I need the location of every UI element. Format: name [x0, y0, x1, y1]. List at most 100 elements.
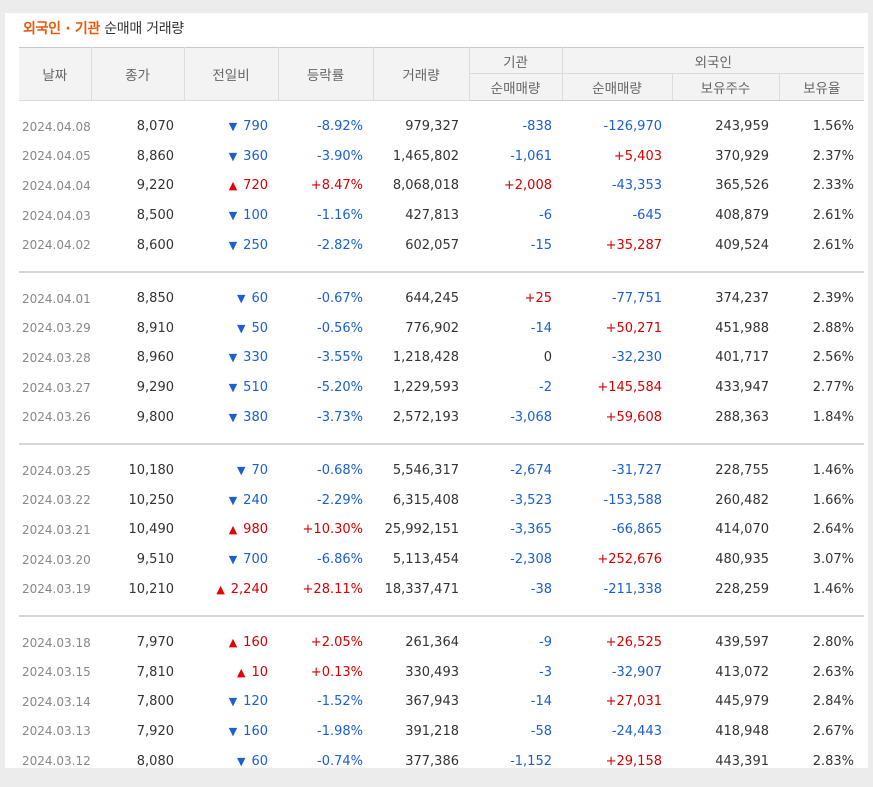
panel-title-rest: 순매매 거래량 — [100, 21, 184, 37]
close-cell: 8,910 — [136, 320, 174, 336]
volume-cell: 427,813 — [405, 208, 459, 224]
ratio-cell: 2.63% — [812, 664, 855, 680]
date-cell: 2024.04.08 — [22, 119, 91, 134]
ratio-cell: 2.84% — [812, 694, 855, 710]
header-ratio: 보유율 — [778, 73, 865, 101]
change-value: 60 — [251, 753, 268, 769]
rate-cell: -0.74% — [317, 753, 363, 769]
table-header: 날짜 종가 전일비 등락률 거래량 기관 외국인 순매매량 순매매량 보유주수 … — [19, 47, 865, 101]
close-cell: 9,220 — [136, 178, 174, 194]
spacer-cell — [19, 444, 864, 456]
change-value: 380 — [243, 409, 268, 425]
volume-cell: 367,943 — [405, 694, 459, 710]
table-row: 2024.03.14 7,800 ▼ 120 -1.52% 367,943 -14 +27,0… — [19, 687, 864, 717]
inst-net-cell: -838 — [522, 119, 552, 135]
rate-cell: +28.11% — [302, 581, 363, 597]
foreign-net-cell: +59,608 — [605, 409, 662, 425]
table-row: 2024.03.19 10,210 ▲ 2,240 +28.11% 18,337,471 -… — [19, 574, 864, 604]
date-cell: 2024.04.02 — [22, 238, 91, 253]
divider-cell — [19, 776, 864, 787]
close-cell: 8,070 — [136, 119, 174, 135]
ratio-cell: 2.61% — [812, 237, 855, 253]
change-value: 360 — [243, 148, 268, 164]
header-foreign-net: 순매매량 — [561, 73, 673, 101]
change-cell: ▼ 120 — [184, 687, 278, 717]
group-divider — [19, 431, 865, 445]
ratio-cell: 2.67% — [812, 723, 855, 739]
holdings-cell: 451,988 — [715, 320, 769, 336]
close-cell: 8,960 — [136, 350, 174, 366]
foreign-net-cell: -32,230 — [611, 350, 662, 366]
change-cell: ▼ 60 — [184, 284, 278, 314]
volume-cell: 1,465,802 — [392, 148, 459, 164]
triangle-up-icon: ▲ — [228, 179, 238, 193]
holdings-cell: 443,391 — [715, 753, 769, 769]
rate-cell: -0.67% — [317, 291, 363, 307]
group-divider — [19, 776, 864, 787]
inst-net-cell: -9 — [539, 635, 552, 651]
holdings-cell: 414,070 — [715, 522, 769, 538]
inst-net-cell: +25 — [524, 291, 552, 307]
holdings-cell: 228,755 — [715, 463, 769, 479]
volume-cell: 5,113,454 — [392, 552, 459, 568]
change-cell: ▲ 2,240 — [184, 574, 278, 604]
trading-table: 날짜 종가 전일비 등락률 거래량 기관 외국인 순매매량 순매매량 보유주수 … — [19, 47, 865, 787]
rate-cell: -0.56% — [317, 320, 363, 336]
foreign-net-cell: -32,907 — [611, 664, 662, 680]
triangle-up-icon: ▲ — [228, 636, 238, 650]
close-cell: 10,490 — [128, 522, 175, 538]
triangle-up-icon: ▲ — [236, 665, 246, 679]
volume-cell: 1,218,428 — [392, 350, 459, 366]
ratio-cell: 2.77% — [812, 380, 855, 396]
ratio-cell: 1.66% — [812, 492, 855, 508]
change-value: 50 — [251, 320, 268, 336]
change-cell: ▼ 360 — [184, 142, 278, 172]
header-institution: 기관 — [468, 47, 563, 74]
header-change: 전일비 — [183, 47, 279, 101]
volume-cell: 18,337,471 — [384, 581, 459, 597]
rate-cell: +2.05% — [310, 635, 363, 651]
holdings-cell: 418,948 — [715, 723, 769, 739]
ratio-cell: 2.33% — [812, 178, 855, 194]
change-cell: ▼ 700 — [184, 545, 278, 575]
holdings-cell: 409,524 — [715, 237, 769, 253]
change-value: 100 — [243, 208, 268, 224]
close-cell: 7,800 — [136, 694, 174, 710]
close-cell: 8,500 — [136, 208, 174, 224]
change-cell: ▲ 980 — [184, 515, 278, 545]
spacer-cell — [19, 272, 864, 284]
header-inst-net: 순매매량 — [468, 73, 563, 101]
table-row: 2024.03.20 9,510 ▼ 700 -6.86% 5,113,454 -2,308… — [19, 545, 864, 575]
table-row: 2024.03.27 9,290 ▼ 510 -5.20% 1,229,593 -2 +145… — [19, 373, 864, 403]
divider-cell — [19, 259, 865, 273]
foreign-net-cell: +252,676 — [597, 552, 662, 568]
table-row: 2024.03.18 7,970 ▲ 160 +2.05% 261,364 -9 +26,52… — [19, 628, 864, 658]
panel-title-accent: 외국인 · 기관 — [23, 21, 101, 37]
triangle-down-icon: ▼ — [236, 321, 246, 335]
date-cell: 2024.03.19 — [22, 582, 91, 597]
rate-cell: -1.16% — [317, 208, 363, 224]
foreign-net-cell: +27,031 — [605, 694, 662, 710]
change-value: 720 — [243, 178, 268, 194]
table-row: 2024.04.05 8,860 ▼ 360 -3.90% 1,465,802 -1,061… — [19, 142, 864, 172]
table-row: 2024.03.12 8,080 ▼ 60 -0.74% 377,386 -1,152 +29… — [19, 746, 864, 776]
inst-net-cell: -38 — [530, 581, 552, 597]
holdings-cell: 370,929 — [715, 148, 769, 164]
ratio-cell: 1.46% — [812, 463, 855, 479]
ratio-cell: 2.80% — [812, 635, 855, 651]
change-value: 60 — [251, 291, 268, 307]
rate-cell: -1.98% — [317, 723, 363, 739]
change-cell: ▼ 330 — [184, 343, 278, 373]
date-cell: 2024.03.12 — [22, 754, 91, 769]
date-cell: 2024.03.28 — [22, 350, 91, 365]
volume-cell: 644,245 — [405, 291, 459, 307]
change-cell: ▼ 250 — [184, 230, 278, 260]
holdings-cell: 374,237 — [715, 291, 769, 307]
foreign-net-cell: -77,751 — [611, 291, 662, 307]
group-divider — [19, 259, 865, 273]
rate-cell: -8.92% — [317, 119, 363, 135]
close-cell: 10,210 — [128, 581, 175, 597]
holdings-cell: 433,947 — [715, 380, 769, 396]
triangle-down-icon: ▼ — [228, 553, 238, 567]
foreign-net-cell: +145,584 — [597, 380, 662, 396]
